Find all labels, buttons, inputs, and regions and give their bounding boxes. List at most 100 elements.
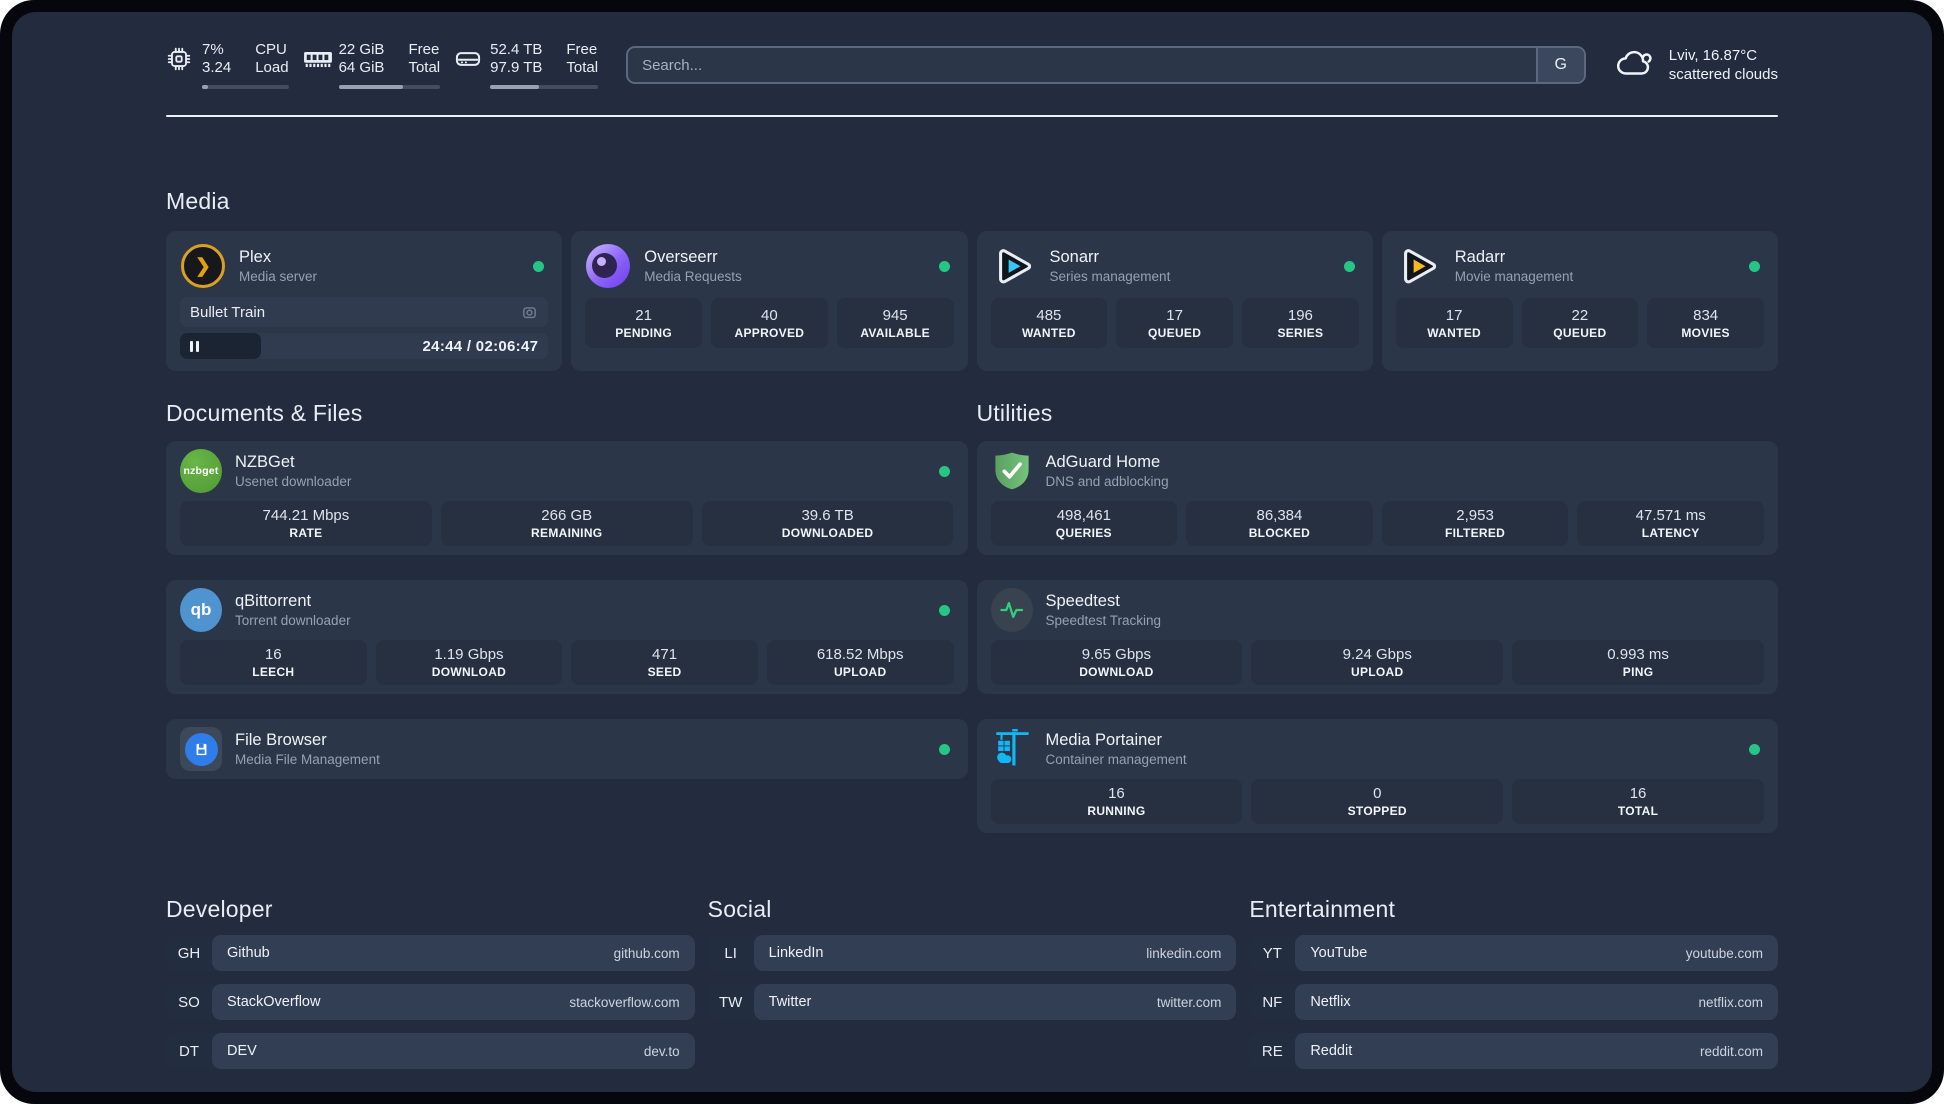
- sonarr-icon: [991, 243, 1037, 289]
- pause-icon[interactable]: [190, 340, 199, 352]
- stat-tile: 39.6 TB DOWNLOADED: [701, 501, 954, 546]
- sonarr-card-header: Sonarr Series management: [991, 243, 1359, 289]
- bookmark-abbr: TW: [718, 993, 743, 1011]
- bookmark-link-stackoverflow[interactable]: SO StackOverflow stackoverflow.com: [166, 984, 695, 1020]
- bookmark-abbr: DT: [179, 1042, 199, 1060]
- sonarr-card[interactable]: Sonarr Series management 485 WANTED 17 QUEUED…: [976, 231, 1373, 371]
- cpu-progress-fill: [202, 85, 209, 89]
- stat-labels: Free Total: [408, 41, 440, 77]
- stat-tile: 618.52 Mbps UPLOAD: [766, 640, 954, 685]
- stat-tile: 47.571 ms LATENCY: [1577, 501, 1764, 546]
- search-engine-button[interactable]: G: [1535, 48, 1584, 82]
- speedtest-card[interactable]: Speedtest Speedtest Tracking 9.65 Gbps DOWN…: [976, 580, 1778, 694]
- stat-label: WANTED: [1021, 325, 1076, 340]
- filebrowser-card[interactable]: File Browser Media File Management: [166, 719, 968, 779]
- stat-tile: 16 TOTAL: [1512, 779, 1764, 824]
- stat-labels-line: Total: [566, 59, 599, 76]
- bookmark-abbr: LI: [724, 944, 737, 962]
- nzbget-card-header: nzbget NZBGet Usenet downloader: [180, 449, 954, 493]
- stat-tile: 0 STOPPED: [1251, 779, 1504, 824]
- weather-condition: scattered clouds: [1668, 66, 1778, 83]
- stat-tile: 9.65 Gbps DOWNLOAD: [990, 640, 1243, 685]
- stat-values-line: 22 GiB: [338, 41, 385, 58]
- plex-card[interactable]: ❯ Plex Media server Bullet Train 24:44 / 02:…: [166, 231, 563, 371]
- stat-label: BLOCKED: [1248, 526, 1311, 540]
- storage-icon: [454, 45, 488, 73]
- stat-tile: 16 LEECH: [180, 640, 367, 685]
- stat-label: QUERIES: [1055, 526, 1112, 540]
- stat-tile: 1.19 Gbps DOWNLOAD: [375, 640, 563, 685]
- portainer-card[interactable]: Media Portainer Container management 16 RUN…: [976, 719, 1778, 833]
- bookmark-link-youtube[interactable]: YT YouTube youtube.com: [1249, 935, 1778, 971]
- stat-label: DOWNLOAD: [431, 665, 507, 679]
- nzbget-card[interactable]: nzbget NZBGet Usenet downloader 744.21 Mbps…: [166, 441, 968, 555]
- bookmark-link-dev[interactable]: DT DEV dev.to: [166, 1033, 695, 1069]
- stat-value: 834: [1693, 306, 1719, 324]
- stat-label: TOTAL: [1617, 804, 1659, 818]
- stat-label: RUNNING: [1087, 804, 1146, 818]
- stat-values-line: 7%: [202, 41, 224, 58]
- bookmark-group-developer: Developer GH Github github.com SO StackOverfl…: [166, 833, 695, 1069]
- overseerr-card-header: Overseerr Media Requests: [585, 243, 953, 289]
- stat-value: 196: [1287, 306, 1313, 324]
- bookmark-name: LinkedIn: [768, 945, 824, 961]
- stat-value: 39.6 TB: [801, 507, 854, 524]
- bookmark-abbr: NF: [1262, 993, 1283, 1011]
- app-description: DNS and adblocking: [1045, 474, 1169, 489]
- bookmark-link-github[interactable]: GH Github github.com: [166, 935, 695, 971]
- stat-value: 498,461: [1056, 507, 1111, 524]
- video-camera-icon: [521, 304, 538, 321]
- weather-widget: Lviv, 16.87°C scattered clouds: [1614, 46, 1778, 84]
- stat-value: 618.52 Mbps: [816, 646, 904, 663]
- adguard-card[interactable]: AdGuard Home DNS and adblocking 498,461 QUE…: [976, 441, 1778, 555]
- stat-tile: 196 SERIES: [1242, 298, 1359, 348]
- app-description: Series management: [1049, 269, 1171, 284]
- search-input[interactable]: [628, 48, 1536, 82]
- stat-labels-line: CPU: [255, 41, 287, 58]
- status-dot: [1749, 743, 1760, 755]
- speedtest-icon: [990, 588, 1033, 632]
- storage-progress-bar: [490, 85, 599, 89]
- stat-labels-line: Load: [255, 59, 289, 76]
- overseerr-stats: 21 PENDING 40 APPROVED 945 AVAILABLE: [585, 298, 954, 348]
- stat-labels: CPU Load: [255, 41, 288, 77]
- stat-values: 22 GiB 64 GiB: [339, 41, 385, 77]
- speedtest-card-header: Speedtest Speedtest Tracking: [990, 588, 1765, 632]
- bookmark-link-netflix[interactable]: NF Netflix netflix.com: [1249, 984, 1778, 1020]
- bookmark-pill: YouTube youtube.com: [1295, 935, 1778, 971]
- qbittorrent-stats: 16 LEECH 1.19 Gbps DOWNLOAD 471 SEED 618.52 Mb…: [180, 640, 954, 685]
- bookmark-url: youtube.com: [1685, 945, 1763, 961]
- qbittorrent-card[interactable]: qb qBittorrent Torrent downloader 16 LEECH 1.…: [166, 580, 968, 694]
- portainer-card-header: Media Portainer Container management: [991, 728, 1765, 770]
- overseerr-icon: [585, 243, 631, 289]
- stat-tile: 0.993 ms PING: [1512, 640, 1764, 685]
- stat-label: WANTED: [1427, 325, 1482, 340]
- radarr-card[interactable]: Radarr Movie management 17 WANTED 22 QUEUED 83…: [1381, 231, 1778, 371]
- cpu-progress-bar: [202, 85, 289, 89]
- stat-label: MOVIES: [1681, 325, 1730, 340]
- stat-value: 0.993 ms: [1607, 646, 1669, 663]
- section-title-social: Social: [707, 896, 772, 922]
- overseerr-card[interactable]: Overseerr Media Requests 21 PENDING 40 APPROV…: [571, 231, 968, 371]
- bookmark-pill: DEV dev.to: [212, 1033, 695, 1069]
- stat-values-line: 97.9 TB: [490, 59, 543, 76]
- stat-label: LATENCY: [1641, 526, 1700, 540]
- bookmark-link-linkedin[interactable]: LI LinkedIn linkedin.com: [707, 935, 1237, 971]
- memory-icon: [303, 48, 337, 70]
- bookmark-pill: LinkedIn linkedin.com: [753, 935, 1237, 971]
- section-title-developer: Developer: [166, 896, 273, 922]
- app-description: Media File Management: [235, 752, 380, 767]
- app-name: Sonarr: [1049, 248, 1100, 266]
- stat-tile: 945 AVAILABLE: [836, 298, 954, 348]
- bookmark-link-twitter[interactable]: TW Twitter twitter.com: [707, 984, 1237, 1020]
- radarr-stats: 17 WANTED 22 QUEUED 834 MOVIES: [1395, 298, 1764, 348]
- app-name: Overseerr: [644, 248, 718, 266]
- bookmark-pill: Github github.com: [212, 935, 695, 971]
- stat-label: AVAILABLE: [860, 325, 930, 340]
- stat-tile: 744.21 Mbps RATE: [180, 501, 432, 546]
- bookmark-link-reddit[interactable]: RE Reddit reddit.com: [1249, 1033, 1778, 1069]
- adguard-stats: 498,461 QUERIES 86,384 BLOCKED 2,953 FILTERED…: [990, 501, 1764, 546]
- stat-label: QUEUED: [1553, 325, 1607, 340]
- cpu-stat-widget: 7% 3.24 CPU Load: [166, 41, 289, 89]
- section-title-media: Media: [166, 188, 230, 214]
